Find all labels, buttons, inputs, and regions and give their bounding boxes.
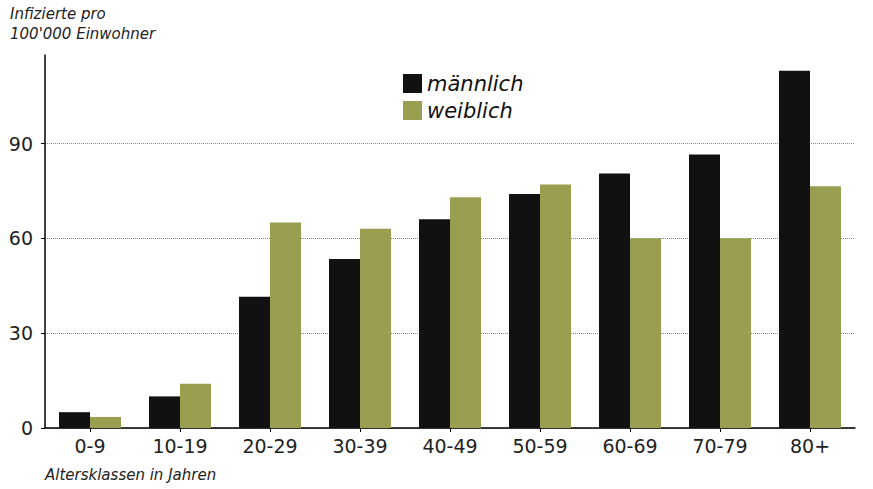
svg-text:0: 0	[21, 417, 33, 439]
svg-text:80+: 80+	[790, 435, 830, 457]
svg-text:0-9: 0-9	[74, 435, 105, 457]
svg-text:50-59: 50-59	[512, 435, 567, 457]
svg-text:30: 30	[9, 322, 33, 344]
svg-text:20-29: 20-29	[242, 435, 297, 457]
svg-text:10-19: 10-19	[152, 435, 207, 457]
svg-text:Infizierte pro: Infizierte pro	[10, 5, 106, 23]
svg-text:Altersklassen in Jahren: Altersklassen in Jahren	[44, 466, 216, 484]
svg-text:weiblich: weiblich	[427, 99, 513, 123]
svg-text:60: 60	[9, 227, 33, 249]
svg-text:60-69: 60-69	[602, 435, 657, 457]
svg-text:40-49: 40-49	[422, 435, 477, 457]
svg-text:90: 90	[9, 133, 33, 155]
svg-text:männlich: männlich	[427, 72, 523, 96]
svg-text:30-39: 30-39	[332, 435, 387, 457]
svg-text:70-79: 70-79	[692, 435, 747, 457]
svg-text:100'000 Einwohner: 100'000 Einwohner	[10, 25, 156, 43]
